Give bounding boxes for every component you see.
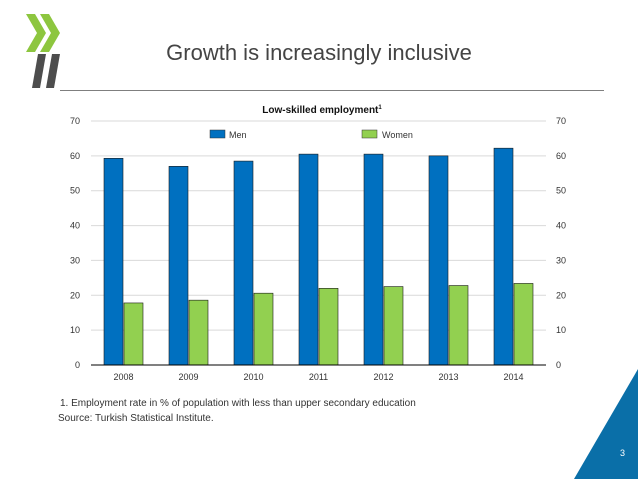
title-divider	[60, 90, 604, 91]
bar-women-2013	[448, 285, 469, 366]
legend-swatch-men	[209, 129, 226, 139]
x-tick-2014: 2014	[503, 372, 523, 382]
logo-dark-bar-left	[32, 54, 46, 88]
bars	[103, 147, 534, 366]
y-tick-left-0: 0	[75, 360, 80, 370]
y-tick-left-50: 50	[70, 186, 80, 196]
x-tick-2010: 2010	[243, 372, 263, 382]
bar-men-2008	[103, 157, 124, 366]
bar-women-2009	[188, 299, 209, 366]
x-axis-labels: 2008 2009 2010 2011 2012 2013 2014	[113, 372, 523, 382]
y-tick-right-0: 0	[556, 360, 561, 370]
corner-decoration	[574, 369, 638, 479]
legend-label-women: Women	[382, 130, 413, 140]
x-tick-2012: 2012	[373, 372, 393, 382]
bar-men-2013	[428, 155, 449, 366]
bar-women-2014	[513, 283, 534, 366]
x-tick-2009: 2009	[178, 372, 198, 382]
chart-title-text: Low-skilled employment	[262, 105, 379, 116]
left-axis-ticks: 0 10 20 30 40 50 60 70	[70, 116, 80, 370]
bar-men-2014	[493, 147, 514, 366]
y-tick-right-20: 20	[556, 290, 566, 300]
page-number: 3	[619, 448, 625, 458]
legend-label-men: Men	[229, 130, 247, 140]
y-tick-left-10: 10	[70, 325, 80, 335]
bar-women-2012	[383, 286, 404, 366]
chart-title: Low-skilled employment1	[262, 105, 382, 116]
y-tick-left-70: 70	[70, 116, 80, 126]
legend: Men Women	[209, 129, 413, 140]
gridlines	[91, 120, 546, 331]
y-tick-right-10: 10	[556, 325, 566, 335]
right-axis-ticks: 0 10 20 30 40 50 60 70	[556, 116, 566, 370]
y-tick-right-60: 60	[556, 151, 566, 161]
bar-men-2012	[363, 153, 384, 366]
y-tick-right-50: 50	[556, 186, 566, 196]
bar-women-2010	[253, 292, 274, 366]
bar-men-2010	[233, 160, 254, 366]
logo-green-chevron-left	[26, 14, 46, 52]
slide-title: Growth is increasingly inclusive	[166, 40, 472, 65]
logo-dark-bar-right	[46, 54, 60, 88]
y-tick-left-40: 40	[70, 221, 80, 231]
y-tick-left-60: 60	[70, 151, 80, 161]
y-tick-left-30: 30	[70, 255, 80, 265]
bar-women-2008	[123, 302, 144, 366]
y-tick-right-70: 70	[556, 116, 566, 126]
logo-green-chevron-right	[40, 14, 60, 52]
x-tick-2011: 2011	[309, 372, 328, 382]
bar-men-2011	[298, 153, 319, 366]
chart-title-superscript: 1	[378, 105, 382, 111]
x-tick-2008: 2008	[113, 372, 133, 382]
y-tick-left-20: 20	[70, 290, 80, 300]
source-note: Source: Turkish Statistical Institute.	[58, 413, 214, 424]
oecd-logo	[26, 14, 60, 88]
x-tick-2013: 2013	[438, 372, 458, 382]
footnote: 1. Employment rate in % of population wi…	[60, 398, 416, 409]
y-tick-right-30: 30	[556, 255, 566, 265]
bar-men-2009	[168, 166, 189, 366]
y-tick-right-40: 40	[556, 221, 566, 231]
legend-swatch-women	[361, 129, 378, 139]
bar-women-2011	[318, 288, 339, 366]
